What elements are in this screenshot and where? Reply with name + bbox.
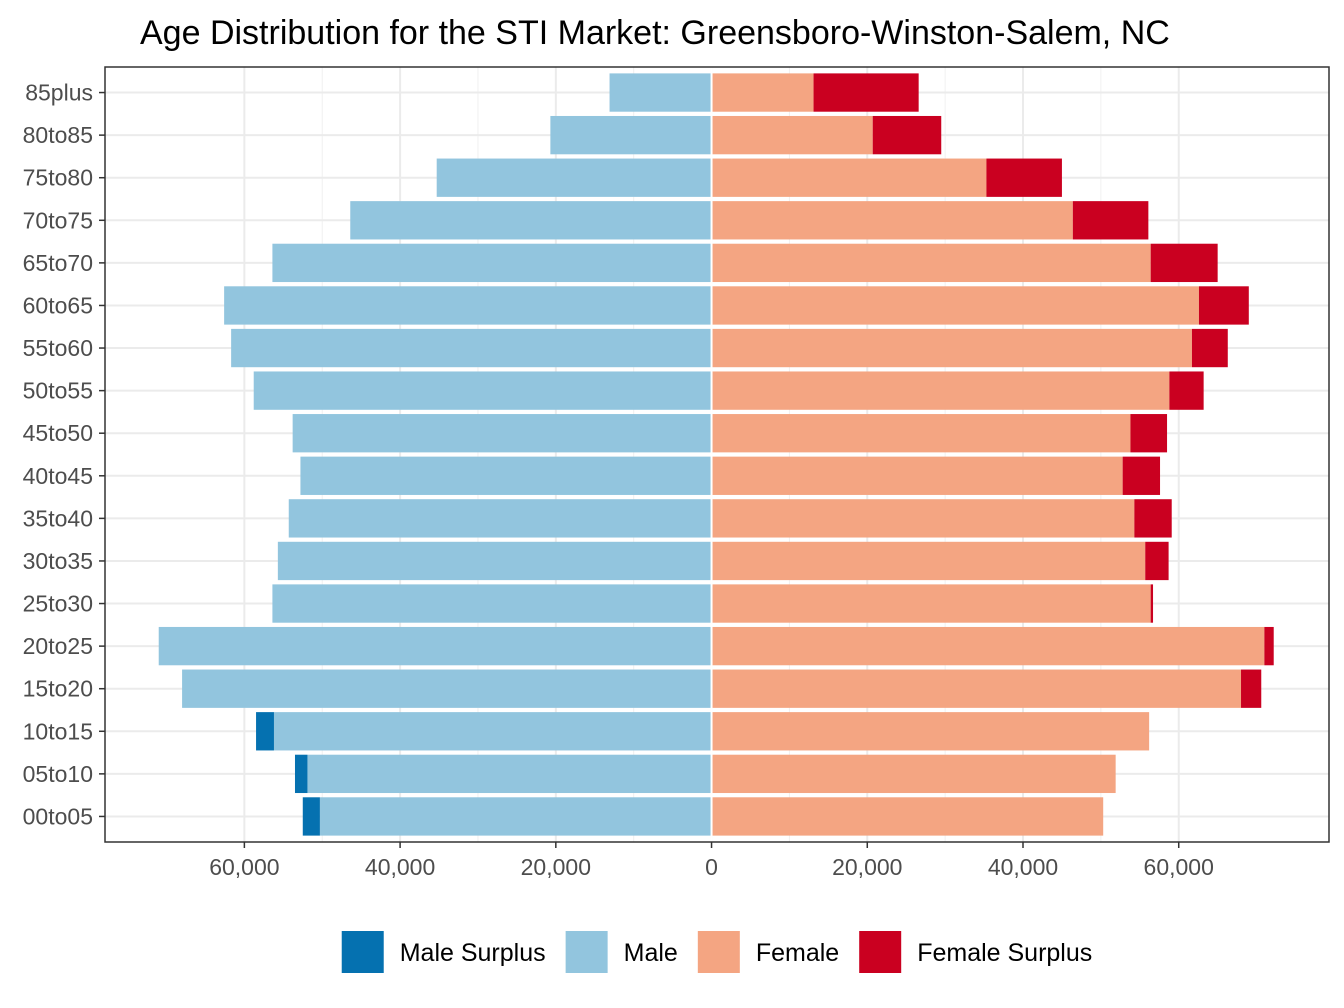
bar-female-surplus-75to80: [986, 158, 1062, 197]
bar-female-surplus-40to45: [1122, 456, 1161, 495]
y-tick-label: 85plus: [25, 80, 93, 106]
bar-female-25to30: [711, 584, 1151, 623]
panel-border: [104, 66, 1330, 843]
bar-male-60to65: [224, 286, 712, 325]
bar-female-surplus-20to25: [1264, 626, 1274, 666]
bar-male-75to80: [436, 158, 712, 197]
x-tick-label: 60,000: [209, 854, 279, 880]
bar-male-40to45: [300, 456, 712, 495]
bars: [158, 67, 1274, 842]
bar-male-65to70: [272, 243, 712, 283]
y-tick-label: 75to80: [23, 165, 93, 191]
x-tick-label: 20,000: [521, 854, 591, 880]
bar-female-surplus-35to40: [1134, 499, 1172, 538]
y-tick-label: 20to25: [23, 633, 93, 659]
x-tick-label: 40,000: [988, 854, 1058, 880]
bar-female-surplus-45to50: [1130, 414, 1168, 453]
y-tick-label: 00to05: [23, 803, 93, 829]
bar-male-20to25: [158, 626, 712, 666]
y-tick-label: 35to40: [23, 505, 93, 531]
bar-male-15to20: [182, 669, 712, 708]
y-tick-label: 30to35: [23, 548, 93, 574]
x-tick-label: 60,000: [1144, 854, 1214, 880]
legend-key-female: [697, 931, 740, 973]
y-axis: 00to05 05to10 10to15 15to20 20to25 25to30 30to…: [23, 80, 105, 829]
y-tick-label: 50to55: [23, 378, 93, 404]
bar-female-surplus-25to30: [1150, 584, 1154, 623]
x-tick-label: 20,000: [832, 854, 902, 880]
y-tick-label: 45to50: [23, 420, 93, 446]
y-tick-label: 10to15: [23, 718, 93, 744]
legend: Male Surplus Male Female Female Surplus: [341, 931, 1092, 973]
bar-female-15to20: [711, 669, 1242, 708]
bar-female-10to15: [711, 712, 1150, 751]
bar-female-40to45: [711, 456, 1123, 495]
bar-female-00to05: [711, 797, 1104, 836]
bar-female-surplus-85plus: [813, 73, 919, 112]
bar-male-30to35: [277, 541, 712, 581]
bar-male-00to05: [319, 797, 712, 836]
bar-male-35to40: [288, 499, 712, 538]
bar-male-surplus-10to15: [256, 712, 274, 751]
bar-female-surplus-55to60: [1191, 328, 1228, 368]
bar-female-45to50: [711, 414, 1131, 453]
bar-female-50to55: [711, 371, 1170, 410]
chart-title: Age Distribution for the STI Market: Gre…: [140, 14, 1170, 52]
legend-label: Male Surplus: [400, 939, 546, 967]
bar-male-25to30: [272, 584, 712, 623]
bar-female-surplus-50to55: [1169, 371, 1204, 410]
bar-female-20to25: [711, 626, 1265, 666]
bar-male-50to55: [253, 371, 712, 410]
y-tick-label: 55to60: [23, 335, 93, 361]
y-tick-label: 15to20: [23, 676, 93, 702]
bar-female-70to75: [711, 201, 1073, 240]
bar-female-surplus-15to20: [1241, 669, 1262, 708]
bar-female-surplus-80to85: [872, 115, 942, 155]
legend-label: Male: [624, 939, 678, 967]
bar-female-55to60: [711, 328, 1192, 368]
bar-female-surplus-65to70: [1150, 243, 1218, 283]
y-tick-label: 25to30: [23, 591, 93, 617]
bar-male-70to75: [350, 201, 712, 240]
y-tick-label: 40to45: [23, 463, 93, 489]
bar-female-35to40: [711, 499, 1135, 538]
bar-female-85plus: [711, 73, 814, 112]
y-tick-label: 65to70: [23, 250, 93, 276]
bar-male-10to15: [273, 712, 712, 751]
bar-female-05to10: [711, 754, 1116, 794]
bar-male-05to10: [307, 754, 712, 794]
legend-key-male-surplus: [341, 931, 384, 973]
bar-female-75to80: [711, 158, 987, 197]
bar-male-80to85: [550, 115, 712, 155]
x-tick-label: 0: [705, 854, 718, 880]
legend-key-male: [565, 931, 608, 973]
bar-female-surplus-70to75: [1072, 201, 1149, 240]
y-tick-label: 60to65: [23, 292, 93, 318]
bar-male-surplus-00to05: [302, 797, 320, 836]
x-axis: 60,000 40,000 20,000 0 20,000 40,000 60,000: [209, 842, 1214, 880]
bar-female-65to70: [711, 243, 1151, 283]
bar-female-surplus-30to35: [1145, 541, 1169, 581]
bar-female-surplus-60to65: [1198, 286, 1249, 325]
y-tick-label: 80to85: [23, 122, 93, 148]
bar-male-55to60: [231, 328, 712, 368]
bar-male-85plus: [609, 73, 712, 112]
bar-female-80to85: [711, 115, 873, 155]
bar-male-surplus-05to10: [294, 754, 308, 794]
legend-label: Female Surplus: [917, 939, 1092, 967]
y-tick-label: 70to75: [23, 207, 93, 233]
bar-female-60to65: [711, 286, 1199, 325]
bar-male-45to50: [292, 414, 712, 453]
legend-label: Female: [756, 939, 839, 967]
bar-female-30to35: [711, 541, 1146, 581]
y-tick-label: 05to10: [23, 761, 93, 787]
x-tick-label: 40,000: [365, 854, 435, 880]
legend-key-female-surplus: [859, 931, 902, 973]
